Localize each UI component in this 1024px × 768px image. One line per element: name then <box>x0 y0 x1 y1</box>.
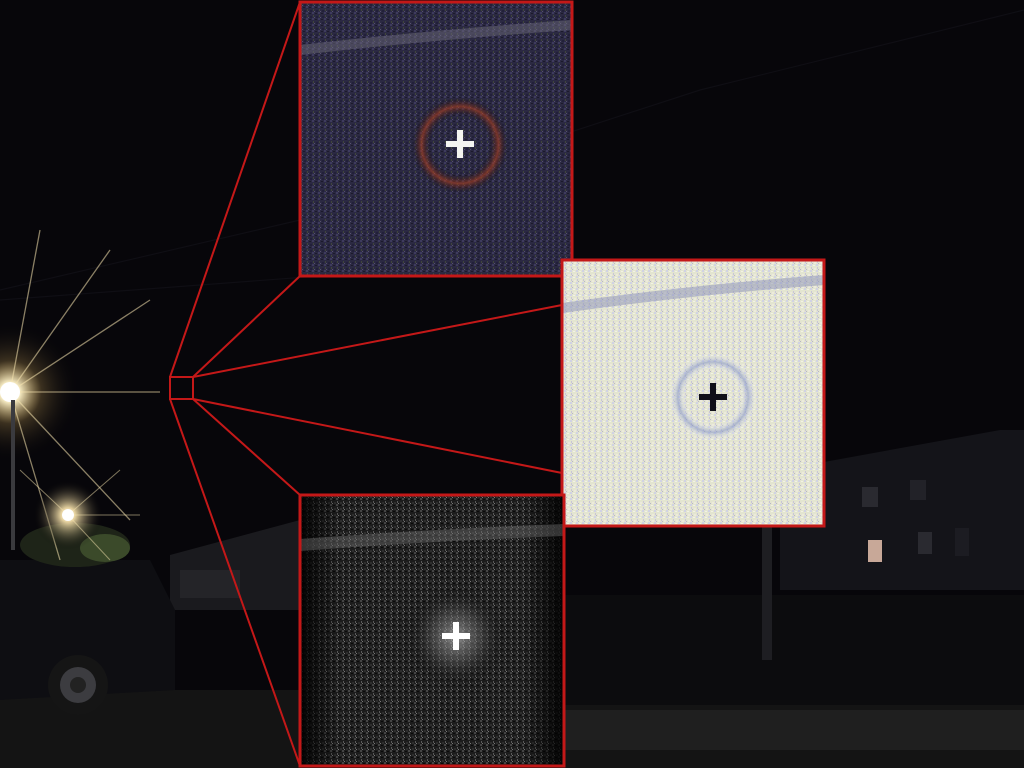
sidewalk <box>560 710 1024 750</box>
apartment-building-left <box>170 520 300 610</box>
parked-suv <box>0 560 175 715</box>
apartment-building-right <box>780 430 1024 590</box>
utility-pole <box>762 520 772 660</box>
inset-grayscale-enhanced <box>298 493 566 768</box>
zoom-source-box <box>169 376 194 400</box>
zoom-connector-lines <box>169 1 563 767</box>
crosshair-light-icon <box>446 130 474 158</box>
inset-inverted <box>560 258 826 528</box>
parking-lot <box>560 595 1024 705</box>
streetlight-glow-low <box>19 469 140 561</box>
crosshair-dark-icon <box>699 383 727 411</box>
inset-original-color <box>298 0 574 278</box>
crosshair-light-icon <box>442 622 470 650</box>
